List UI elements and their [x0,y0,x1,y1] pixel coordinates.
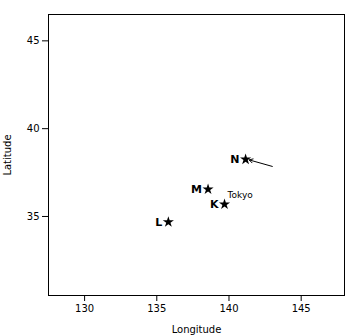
svg-text:Tokyo: Tokyo [227,190,254,200]
svg-text:Longitude: Longitude [172,324,222,335]
svg-text:N: N [230,153,239,166]
svg-text:140: 140 [219,303,238,314]
svg-text:40: 40 [27,123,40,134]
svg-text:135: 135 [147,303,166,314]
svg-text:130: 130 [75,303,94,314]
svg-text:L: L [155,216,162,229]
svg-text:K: K [210,198,219,211]
svg-text:M: M [191,183,202,196]
svg-text:45: 45 [27,35,40,46]
svg-text:145: 145 [292,303,311,314]
svg-text:35: 35 [27,211,40,222]
svg-text:Latitude: Latitude [2,134,13,175]
